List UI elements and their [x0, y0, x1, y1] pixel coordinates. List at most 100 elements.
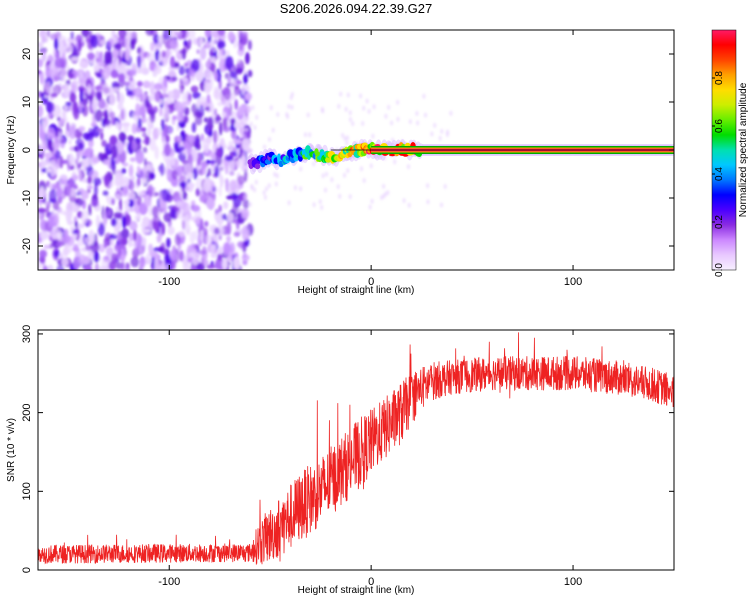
noise-blob — [58, 155, 64, 169]
noise-blob — [43, 244, 52, 249]
noise-blob — [59, 210, 67, 215]
noise-blob — [74, 221, 79, 228]
noise-blob — [183, 62, 189, 67]
noise-blob — [48, 198, 57, 203]
noise-blob — [221, 258, 228, 270]
noise-blob — [81, 190, 89, 200]
noise-blob — [320, 205, 324, 210]
colorbar-gradient — [711, 29, 737, 271]
noise-blob — [224, 50, 230, 58]
noise-blob — [110, 180, 114, 187]
noise-blob — [207, 129, 213, 137]
noise-blob — [293, 185, 297, 191]
noise-blob — [38, 198, 42, 207]
noise-blob — [139, 48, 145, 58]
noise-blob — [90, 151, 94, 159]
noise-blob — [209, 102, 214, 113]
noise-blob — [135, 150, 144, 164]
noise-blob — [176, 210, 185, 219]
noise-blob — [199, 46, 207, 60]
noise-blob — [218, 247, 223, 255]
noise-blob — [268, 137, 271, 142]
noise-blob — [67, 153, 74, 167]
noise-blob — [81, 30, 89, 38]
noise-blob — [223, 86, 232, 101]
noise-blob — [54, 57, 63, 69]
snr-frame — [37, 329, 675, 571]
noise-blob — [172, 115, 177, 121]
colorbar-tick-label: 0.6 — [714, 119, 725, 133]
noise-blob — [233, 231, 241, 237]
noise-blob — [70, 31, 74, 40]
noise-blob — [88, 204, 92, 216]
noise-blob — [182, 202, 191, 215]
noise-blob — [79, 70, 84, 79]
noise-blob — [171, 88, 181, 101]
noise-blob — [85, 244, 93, 251]
noise-blob — [275, 173, 279, 179]
noise-blob — [222, 242, 231, 256]
noise-blob — [430, 131, 434, 137]
noise-blob — [222, 126, 231, 133]
noise-blob — [158, 35, 163, 43]
noise-blob — [362, 178, 366, 183]
noise-blob — [134, 87, 143, 98]
noise-blob — [97, 152, 104, 161]
noise-blob — [263, 144, 266, 150]
noise-blob — [204, 106, 211, 111]
noise-blob — [396, 116, 400, 122]
noise-blob — [147, 109, 156, 116]
noise-blob — [69, 187, 77, 197]
noise-blob — [98, 61, 105, 68]
bottom-y-axis-label: SNR (10 * v/v) — [6, 418, 17, 482]
noise-blob — [68, 125, 77, 140]
bottom-y-tick-label: 300 — [21, 325, 33, 343]
noise-blob — [108, 260, 116, 270]
noise-blob — [50, 33, 58, 41]
noise-blob — [95, 214, 100, 228]
noise-blob — [138, 202, 148, 215]
noise-blob — [116, 221, 122, 230]
noise-blob — [38, 249, 48, 259]
noise-blob — [92, 98, 98, 112]
noise-blob — [118, 198, 123, 211]
top-y-tick-label: 10 — [21, 96, 33, 108]
noise-blob — [204, 220, 209, 227]
noise-blob — [120, 237, 128, 246]
noise-blob — [174, 140, 179, 153]
noise-blob — [111, 198, 115, 206]
noise-blob — [95, 85, 101, 91]
noise-blob — [38, 186, 45, 199]
noise-blob — [115, 193, 121, 201]
noise-blob — [206, 159, 211, 164]
noise-blob — [208, 152, 215, 157]
noise-blob — [384, 113, 388, 119]
bottom-x-tick-label: -100 — [158, 576, 180, 588]
noise-blob — [60, 118, 66, 125]
noise-blob — [195, 188, 200, 197]
noise-blob — [163, 123, 168, 138]
noise-blob — [267, 183, 271, 189]
noise-blob — [219, 121, 223, 136]
noise-blob — [198, 168, 204, 176]
noise-blob — [94, 262, 99, 270]
noise-blob — [285, 112, 289, 117]
noise-blob — [241, 36, 247, 46]
noise-blob — [128, 199, 135, 208]
noise-blob — [72, 243, 79, 252]
snr-panel: -100 0 100 0 100 200 300 Height of straight l… — [6, 325, 675, 596]
noise-blob — [213, 227, 220, 235]
noise-blob — [39, 218, 46, 230]
noise-blob — [129, 220, 138, 231]
noise-blob — [137, 234, 143, 246]
noise-blob — [213, 90, 223, 101]
noise-blob — [269, 105, 273, 111]
bottom-x-tick-label: 100 — [564, 576, 582, 588]
noise-blob — [206, 60, 212, 68]
noise-blob — [159, 107, 163, 117]
noise-blob — [145, 164, 153, 173]
noise-blob — [143, 158, 147, 166]
noise-blob — [71, 174, 79, 181]
noise-blob — [336, 184, 340, 190]
noise-blob — [158, 246, 165, 253]
